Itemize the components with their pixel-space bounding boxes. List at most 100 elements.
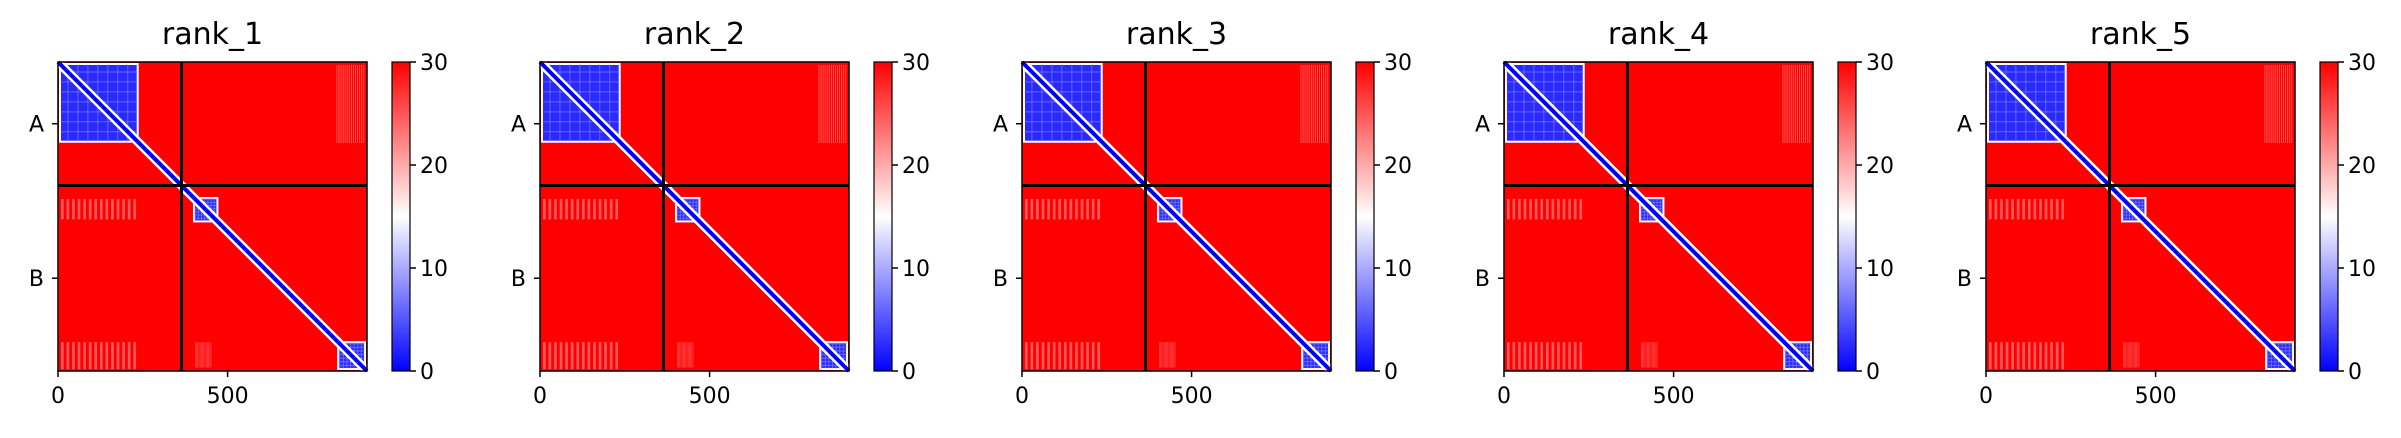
heatmap-texture — [348, 65, 350, 144]
panel-title: rank_3 — [1126, 17, 1227, 52]
heatmap-texture — [1316, 65, 1318, 144]
heatmap-texture — [1647, 342, 1648, 368]
colorbar-tick-label: 20 — [1384, 154, 1412, 179]
diagonal-line — [56, 60, 369, 373]
heatmap-texture — [1529, 342, 1532, 370]
heatmap-texture — [1788, 65, 1790, 144]
heatmap-texture — [133, 199, 137, 220]
heatmap-texture — [1792, 65, 1794, 144]
heatmap-texture — [2266, 65, 2268, 144]
heatmap-texture — [1069, 199, 1073, 220]
panel-title: rank_5 — [2090, 17, 2191, 52]
heatmap-texture — [116, 342, 120, 370]
heatmap-texture — [837, 65, 838, 144]
y-tick-label: A — [993, 113, 1008, 138]
heatmap-texture — [204, 342, 206, 368]
heatmap-texture — [593, 199, 596, 220]
heatmap-texture — [1300, 65, 1302, 144]
heatmap-texture — [2124, 342, 2125, 368]
heatmap-texture — [88, 342, 92, 370]
heatmap-texture — [72, 342, 75, 370]
heatmap-texture — [1794, 65, 1796, 144]
heatmap-texture — [2061, 199, 2065, 220]
heatmap-texture — [2028, 199, 2031, 220]
heatmap-texture — [2289, 65, 2291, 144]
heatmap-texture — [1166, 342, 1167, 368]
heatmap-texture — [570, 199, 574, 220]
colorbar-tick-label: 10 — [2348, 257, 2376, 282]
heatmap-texture — [1312, 65, 1314, 144]
heatmap-texture — [1523, 199, 1527, 220]
heatmap-texture — [2138, 342, 2140, 368]
heatmap-texture — [2137, 342, 2139, 368]
heatmap-texture — [1163, 342, 1165, 368]
heatmap-texture — [1086, 342, 1089, 370]
heatmap-texture — [1169, 342, 1171, 368]
heatmap-texture — [1784, 65, 1786, 144]
heatmap-texture — [111, 342, 114, 370]
heatmap-texture — [1551, 342, 1555, 370]
heatmap-texture — [1173, 342, 1175, 368]
heatmap-texture — [565, 342, 568, 370]
heatmap-texture — [1512, 199, 1516, 220]
heatmap-texture — [559, 199, 563, 220]
heatmap-texture — [94, 342, 98, 370]
heatmap-texture — [83, 199, 86, 220]
heatmap-texture — [100, 342, 103, 370]
heatmap-texture — [1319, 65, 1320, 144]
heatmap-texture — [1790, 65, 1792, 144]
heatmap-texture — [1041, 199, 1045, 220]
heatmap-frame — [1503, 61, 1814, 372]
heatmap-texture — [2130, 342, 2131, 368]
heatmap-texture — [2055, 342, 2059, 370]
heatmap-texture — [1030, 199, 1034, 220]
heatmap-texture — [2283, 65, 2284, 144]
y-tick-label: B — [1475, 267, 1490, 292]
heatmap-texture — [122, 342, 125, 370]
heatmap-texture — [88, 199, 92, 220]
heatmap-texture — [826, 65, 828, 144]
heatmap-texture — [2016, 342, 2020, 370]
heatmap-texture — [1579, 199, 1583, 220]
heatmap-texture — [1529, 199, 1532, 220]
heatmap-texture — [1805, 65, 1807, 144]
heatmap-texture — [1994, 342, 1998, 370]
colorbar — [1837, 61, 1857, 372]
diagonal-line — [1502, 60, 1815, 373]
heatmap-texture — [1507, 342, 1510, 370]
heatmap-texture — [2050, 199, 2053, 220]
heatmap-texture — [1165, 342, 1166, 368]
heatmap-texture — [1314, 65, 1316, 144]
heatmap-texture — [203, 342, 205, 368]
heatmap-texture — [1989, 199, 1992, 220]
heatmap-texture — [1546, 342, 1549, 370]
heatmap-texture — [565, 199, 568, 220]
heatmap-texture — [1325, 65, 1327, 144]
heatmap-frame — [57, 61, 368, 372]
heatmap-texture — [681, 342, 683, 368]
heatmap-texture — [355, 65, 356, 144]
heatmap-texture — [2011, 199, 2014, 220]
heatmap-texture — [1551, 199, 1555, 220]
heatmap-texture — [1310, 65, 1312, 144]
heatmap-texture — [346, 65, 348, 144]
heatmap-texture — [1172, 342, 1173, 368]
diagonal-line — [538, 60, 851, 373]
heatmap-texture — [1562, 199, 1566, 220]
heatmap-texture — [2050, 342, 2053, 370]
heatmap-texture — [834, 65, 836, 144]
heatmap-texture — [1573, 199, 1577, 220]
heatmap-texture — [2276, 65, 2278, 144]
heatmap-texture — [2126, 342, 2128, 368]
heatmap-frame — [1021, 61, 1332, 372]
heatmap-texture — [2000, 342, 2003, 370]
heatmap-texture — [1030, 342, 1034, 370]
colorbar — [2319, 61, 2339, 372]
heatmap-texture — [690, 342, 691, 368]
colorbar — [391, 61, 411, 372]
heatmap-texture — [1306, 65, 1308, 144]
x-tick-label: 0 — [51, 384, 65, 409]
heatmap-texture — [576, 199, 580, 220]
heatmap-texture — [1540, 342, 1544, 370]
